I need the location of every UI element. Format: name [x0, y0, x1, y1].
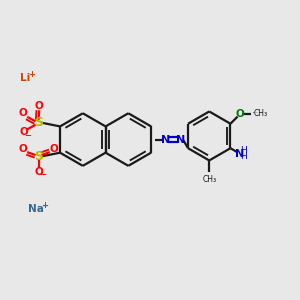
Text: O: O	[50, 143, 58, 154]
Text: S: S	[34, 150, 43, 163]
Text: −: −	[24, 131, 31, 140]
Text: O: O	[19, 143, 27, 154]
Text: CH₃: CH₃	[202, 176, 216, 184]
Text: O: O	[35, 100, 44, 110]
Text: N: N	[176, 134, 185, 145]
Text: +: +	[41, 201, 48, 210]
Text: Na: Na	[28, 204, 44, 214]
Text: CH₃: CH₃	[253, 110, 267, 118]
Text: O: O	[236, 109, 244, 119]
Text: S: S	[34, 116, 43, 129]
Text: H: H	[241, 146, 247, 155]
Text: O: O	[18, 108, 27, 118]
Text: H: H	[241, 152, 247, 161]
Text: methoxy: methoxy	[253, 112, 259, 113]
Text: Li: Li	[20, 73, 30, 83]
Text: +: +	[28, 70, 35, 79]
Text: N: N	[161, 134, 171, 145]
Text: N: N	[235, 148, 244, 159]
Text: O: O	[34, 167, 43, 177]
Text: O: O	[19, 128, 28, 137]
Text: −: −	[39, 170, 46, 179]
